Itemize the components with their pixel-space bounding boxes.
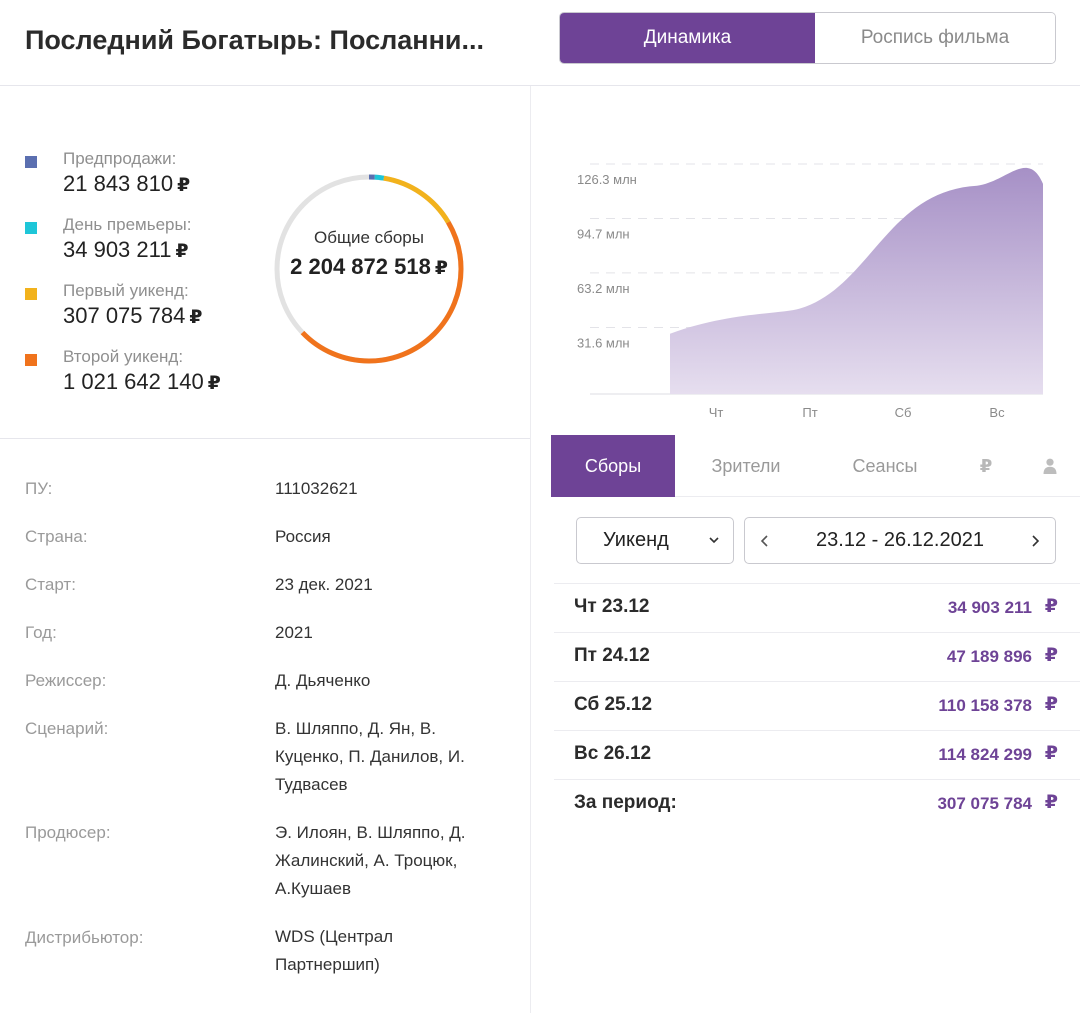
legend-value: 1 021 642 140 ₽ [63,369,221,394]
chart-area [670,167,1043,394]
next-range-button[interactable] [1015,518,1055,563]
y-tick-label: 94.7 млн [577,227,630,242]
detail-value-country: Россия [275,527,331,546]
detail-value-distributor: WDS (Централ Партнершип) [275,927,394,974]
detail-label-producer: Продюсер: [25,823,111,842]
detail-label-distributor: Дистрибьютор: [25,928,144,947]
column-divider [530,86,531,1013]
donut-segment-0 [274,174,464,364]
legend-swatch [25,354,37,366]
ruble-icon: ₽ [189,306,203,327]
legend-label: День премьеры: [63,215,192,234]
tab-gross[interactable]: Сборы [551,435,675,497]
stats-tabs: Сборы Зрители Сеансы ₽ [551,435,1080,497]
donut-segments [274,174,464,364]
ruble-icon[interactable]: ₽ [979,455,993,476]
chevron-right-icon [1032,534,1040,547]
section-divider [0,438,530,439]
donut-segment-3 [274,174,464,364]
legend-swatch [25,156,37,168]
person-icon-glyph [1043,458,1056,474]
row-gross: 34 903 211 [947,598,1032,617]
table-row-total: За период: 307 075 784 ₽ [554,779,1080,828]
donut-center: Общие сборы 2 204 872 518 ₽ [271,228,467,280]
row-gross: 114 824 299 [938,745,1032,764]
chevron-down-icon [709,537,719,544]
prev-range-button[interactable] [745,518,785,563]
detail-value-director: Д. Дьяченко [275,671,371,690]
table-row: Пт 24.12 47 189 896 ₽ [554,632,1080,681]
view-switcher: Динамика Роспись фильма [559,12,1056,64]
page-header: Последний Богатырь: Посланни... Динамика… [0,0,1080,86]
person-icon[interactable] [1019,435,1080,497]
legend-label: Первый уикенд: [63,281,189,300]
legend-swatch [25,222,37,234]
date-range-text: 23.12 - 26.12.2021 [816,529,984,551]
ruble-icon: ₽ [1044,645,1058,666]
ruble-icon: ₽ [207,372,221,393]
detail-label-pu: ПУ: [25,479,53,498]
detail-label-director: Режиссер: [25,671,107,690]
legend-value: 21 843 810 ₽ [63,171,191,196]
row-day: Вс 26.12 [574,743,652,764]
row-period-total: 307 075 784 [937,794,1032,813]
detail-label-year: Год: [25,623,57,642]
detail-value-start: 23 дек. 2021 [275,575,373,594]
x-tick-label: Чт [709,405,724,420]
ruble-icon: ₽ [434,257,448,278]
tab-sessions[interactable]: Сеансы [852,455,918,476]
legend-label: Предпродажи: [63,149,177,168]
y-tick-label: 126.3 млн [577,172,637,187]
detail-label-start: Старт: [25,575,76,594]
ruble-icon: ₽ [177,174,191,195]
legend-value: 34 903 211 ₽ [63,237,189,262]
period-select-value: Уикенд [603,529,669,551]
detail-label-screenplay: Сценарий: [25,719,109,738]
row-day: Сб 25.12 [574,694,653,715]
table-row: Сб 25.12 110 158 378 ₽ [554,681,1080,730]
row-period-label: За период: [574,792,677,813]
y-tick-label: 63.2 млн [577,281,630,296]
tab-viewers[interactable]: Зрители [711,455,781,476]
detail-value-year: 2021 [275,623,313,642]
tab-dynamics[interactable]: Динамика [560,13,815,63]
detail-value-producer: Э. Илоян, В. Шляппо, Д. Жалинский, А. Тр… [275,823,466,898]
x-tick-label: Сб [895,405,912,420]
chevron-left-icon [760,534,768,547]
tab-film-schedule[interactable]: Роспись фильма [815,13,1055,63]
daily-gross-chart: 31.6 млн 63.2 млн 94.7 млн 126.3 млн Чт Пт Сб… [577,163,1043,420]
chart-x-axis: Чт Пт Сб Вс [709,405,1005,420]
ruble-icon: ₽ [1044,743,1058,764]
legend-label: Второй уикенд: [63,347,184,366]
total-gross-donut [274,174,464,364]
detail-value-pu: 111032621 [275,479,358,498]
row-day: Пт 24.12 [574,645,650,666]
page-title: Последний Богатырь: Посланни... [25,25,484,55]
table-row: Чт 23.12 34 903 211 ₽ [554,583,1080,632]
x-tick-label: Пт [802,405,817,420]
y-tick-label: 31.6 млн [577,335,630,350]
ruble-icon: ₽ [1044,694,1058,715]
legend-value: 307 075 784 ₽ [63,303,203,328]
total-gross-label: Общие сборы [314,228,424,247]
date-range-picker: 23.12 - 26.12.2021 [744,517,1056,564]
period-select[interactable]: Уикенд [576,517,734,564]
x-tick-label: Вс [989,405,1005,420]
detail-value-screenplay: В. Шляппо, Д. Ян, В. Куценко, П. Данилов… [275,719,465,794]
row-gross: 110 158 378 [938,696,1032,715]
table-row: Вс 26.12 114 824 299 ₽ [554,730,1080,779]
row-day: Чт 23.12 [574,596,650,617]
total-gross-value: 2 204 872 518 ₽ [290,254,448,279]
detail-label-country: Страна: [25,527,88,546]
row-gross: 47 189 896 [946,647,1032,666]
ruble-icon: ₽ [1044,792,1058,813]
ruble-icon: ₽ [1044,596,1058,617]
ruble-icon: ₽ [175,240,189,261]
legend-swatch [25,288,37,300]
